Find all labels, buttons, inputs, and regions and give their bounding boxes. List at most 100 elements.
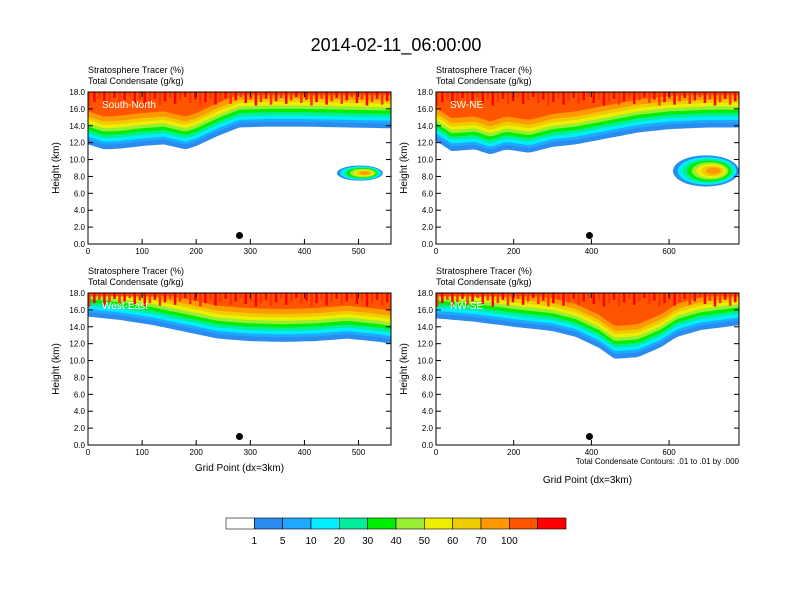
tracer-stripe xyxy=(698,293,702,299)
colorbar-swatch xyxy=(254,517,283,530)
tracer-stripe xyxy=(441,92,444,103)
tracer-stripe xyxy=(678,293,681,303)
tracer-stripe xyxy=(128,293,131,299)
tracer-stripe xyxy=(234,92,237,101)
tracer-stripe xyxy=(506,293,510,306)
tracer-stripe xyxy=(562,293,565,306)
tracer-stripe xyxy=(189,92,192,103)
tracer-stripe xyxy=(632,293,636,305)
contour-note: Total Condensate Contours: .01 to .01 by… xyxy=(576,457,740,466)
plot-frame xyxy=(435,292,740,446)
tracer-stripe xyxy=(587,92,591,98)
tracer-stripe xyxy=(118,92,121,104)
tracer-stripe xyxy=(209,92,212,99)
tracer-stripe xyxy=(597,293,601,301)
tracer-stripe xyxy=(345,92,349,101)
tracer-stripe xyxy=(542,92,545,100)
tracer-stripe xyxy=(264,92,268,99)
tracer-stripe xyxy=(471,92,474,101)
y-tick-label: 8.0 xyxy=(422,172,434,181)
y-tick-label: 16.0 xyxy=(417,105,433,114)
tracer-stripe xyxy=(547,293,550,307)
tracer-stripe xyxy=(542,293,545,301)
panel-label: West-East xyxy=(102,301,148,312)
plot-frame xyxy=(87,292,392,446)
tracer-stripe xyxy=(183,92,187,98)
tracer-stripe xyxy=(673,92,676,105)
colorbar-label: 60 xyxy=(447,536,459,547)
tracer-stripe xyxy=(612,293,616,300)
tracer-stripe xyxy=(678,92,681,102)
tracer-stripe xyxy=(219,92,222,102)
tracer-stripe xyxy=(622,92,626,102)
tracer-stripe xyxy=(516,92,520,98)
tracer-stripe xyxy=(173,293,177,305)
colorbar-label: 70 xyxy=(475,536,487,547)
tracer-stripe xyxy=(526,293,530,302)
tracer-stripe xyxy=(320,92,323,99)
tracer-stripe xyxy=(173,92,177,104)
panel-label: SW-NE xyxy=(450,100,483,111)
tracer-stripe xyxy=(501,92,505,99)
tracer-stripe xyxy=(622,293,626,303)
tracer-stripe xyxy=(183,293,187,299)
colorbar-swatch xyxy=(509,517,538,530)
tracer-stripe xyxy=(194,92,197,100)
tracer-stripe xyxy=(693,92,697,101)
tracer-stripe xyxy=(138,92,142,100)
x-tick-label: 300 xyxy=(244,448,258,457)
x-tick-label: 200 xyxy=(190,448,204,457)
plot-frame xyxy=(87,91,392,245)
y-tick-label: 2.0 xyxy=(422,223,434,232)
tracer-stripe xyxy=(567,92,570,102)
tracer-stripe xyxy=(300,293,303,304)
y-tick-label: 2.0 xyxy=(74,424,86,433)
tracer-stripe xyxy=(688,293,692,305)
tracer-stripe xyxy=(370,92,374,103)
colorbar-swatch xyxy=(310,517,340,530)
tracer-stripe xyxy=(436,92,439,106)
tracer-stripe xyxy=(153,92,157,99)
variable-label-condensate: Total Condensate (g/kg) xyxy=(436,277,532,287)
tracer-stripe xyxy=(506,92,510,105)
tracer-stripe xyxy=(486,92,490,100)
tracer-stripe xyxy=(607,92,611,103)
tracer-stripe xyxy=(305,92,308,100)
tracer-stripe xyxy=(239,92,243,98)
tracer-stripe xyxy=(163,293,167,303)
tracer-stripe xyxy=(284,293,288,305)
colorbar-swatch xyxy=(424,517,453,530)
tracer-stripe xyxy=(204,293,207,304)
tracer-stripe xyxy=(310,293,313,307)
x-tick-label: 400 xyxy=(298,247,312,256)
tracer-stripe xyxy=(627,92,631,98)
tracer-stripe xyxy=(133,92,136,103)
tracer-stripe xyxy=(279,92,283,98)
tracer-stripe xyxy=(88,293,91,307)
tracer-stripe xyxy=(602,293,606,307)
tracer-stripe xyxy=(113,92,116,98)
tracer-stripe xyxy=(552,293,555,304)
y-tick-label: 6.0 xyxy=(74,390,86,399)
tracer-stripe xyxy=(168,293,172,299)
tracer-stripe xyxy=(239,293,243,299)
tracer-stripe xyxy=(557,293,560,300)
tracer-stripe xyxy=(259,293,263,304)
tracer-stripe xyxy=(113,293,116,299)
colorbar-swatch xyxy=(452,517,482,530)
y-tick-label: 6.0 xyxy=(422,390,434,399)
tracer-stripe xyxy=(733,293,737,303)
tracer-stripe xyxy=(224,293,227,299)
x-tick-label: 200 xyxy=(190,247,204,256)
tracer-stripe xyxy=(224,92,227,98)
tracer-stripe xyxy=(476,92,479,98)
tracer-stripe xyxy=(370,293,374,304)
y-tick-label: 0.0 xyxy=(74,441,86,450)
x-tick-label: 100 xyxy=(135,247,149,256)
tracer-stripe xyxy=(597,92,601,100)
colorbar-label: 50 xyxy=(419,536,431,547)
tracer-stripe xyxy=(345,293,349,302)
tracer-stripe xyxy=(355,92,359,103)
panel-sw-ne: SW-NE Stratosphere Tracer (%)Total Conden… xyxy=(399,65,740,256)
tracer-stripe xyxy=(481,293,484,304)
